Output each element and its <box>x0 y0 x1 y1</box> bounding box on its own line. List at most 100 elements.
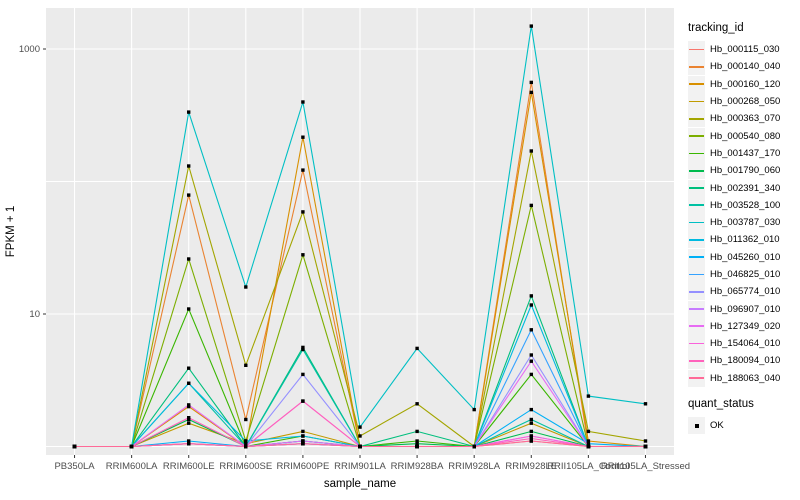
data-point <box>187 366 191 370</box>
data-point <box>301 135 305 139</box>
legend-key-swatch <box>688 110 705 128</box>
legend-line-icon <box>689 48 704 51</box>
legend-key-swatch <box>688 283 705 301</box>
data-point <box>301 345 305 350</box>
data-point <box>187 403 191 407</box>
x-axis-title: sample_name <box>324 478 396 490</box>
data-point <box>529 303 533 307</box>
legend-line-icon <box>689 66 704 68</box>
point-marker-icon <box>694 423 699 428</box>
data-point <box>529 417 533 422</box>
legend-item: Hb_000363_070 <box>688 110 800 128</box>
data-point <box>187 257 191 261</box>
quant-legend-item: OK <box>688 417 800 435</box>
legend-item-label: Hb_001437_170 <box>710 147 781 159</box>
legend-item-label: Hb_000540_080 <box>710 130 781 142</box>
x-tick-label: RRIM600LE <box>163 461 215 472</box>
legend-key-swatch <box>688 127 705 145</box>
data-point <box>187 307 191 311</box>
data-point <box>472 444 476 449</box>
legend-line-icon <box>689 100 704 103</box>
data-point <box>301 442 305 446</box>
legend-key-swatch <box>688 352 705 370</box>
data-point <box>129 444 134 449</box>
legend-item-label: Hb_003528_100 <box>710 199 781 211</box>
legend-key-swatch <box>688 58 705 76</box>
legend-item-label: Hb_000268_050 <box>710 96 781 108</box>
data-point <box>72 444 77 449</box>
data-point <box>358 425 362 429</box>
data-point <box>529 407 533 412</box>
legend-line-icon <box>689 169 704 172</box>
legend-line-icon <box>689 290 704 293</box>
y-tick-label: 10 <box>29 309 40 320</box>
data-point <box>415 429 419 434</box>
legend-item-label: Hb_000140_040 <box>710 61 781 73</box>
legend-key-swatch <box>688 144 705 162</box>
data-point <box>187 164 191 168</box>
legend-line-icon <box>689 187 704 189</box>
data-point <box>529 24 533 28</box>
x-tick-label: RRIM600PE <box>277 461 330 472</box>
legend-key-swatch <box>688 248 705 266</box>
legend-line-icon <box>689 204 704 207</box>
legend-item-label: Hb_065774_010 <box>710 286 781 298</box>
x-tick-label: RRIM600LA <box>106 461 158 472</box>
legend-key-swatch <box>688 266 705 283</box>
x-tick-label: RRIM928BA <box>391 461 444 472</box>
legend-item-label: Hb_154064_010 <box>710 338 781 350</box>
data-point <box>301 372 305 377</box>
legend-line-icon <box>689 117 704 120</box>
legend-key-swatch <box>688 41 705 59</box>
data-point <box>244 442 248 446</box>
legend-key-swatch <box>688 369 705 387</box>
legend-item: Hb_045260_010 <box>688 248 800 266</box>
y-tick-label: 1000 <box>19 44 40 55</box>
y-axis-title: FPKM + 1 <box>5 206 17 257</box>
legend-key-swatch <box>688 214 705 232</box>
data-point <box>529 149 533 153</box>
data-point <box>586 429 591 434</box>
legend-line-icon <box>689 308 704 310</box>
data-point <box>529 436 533 441</box>
data-point <box>529 359 533 363</box>
data-point <box>358 444 362 449</box>
legend-item: Hb_154064_010 <box>688 335 800 353</box>
data-point <box>301 347 305 352</box>
data-point <box>301 439 305 443</box>
legend-title-tracking-id: tracking_id <box>688 22 744 34</box>
data-point <box>415 402 419 406</box>
data-point <box>415 439 419 443</box>
data-point <box>529 90 533 95</box>
legend-item-label: Hb_096907_010 <box>710 303 781 315</box>
data-point <box>244 285 248 289</box>
data-point <box>529 328 533 332</box>
legend-item-label: Hb_127349_020 <box>710 320 781 332</box>
legend-key-swatch <box>688 417 705 435</box>
legend-line-icon <box>689 135 704 137</box>
data-point <box>586 394 591 398</box>
legend-title-quant-status: quant_status <box>688 397 754 410</box>
legend-item: Hb_000540_080 <box>688 127 800 145</box>
legend-item-label: Hb_045260_010 <box>710 251 781 263</box>
legend-key-swatch <box>688 317 705 335</box>
x-tick-label: RRIM901LA <box>334 461 386 472</box>
legend-item: Hb_096907_010 <box>688 300 800 318</box>
legend-key-swatch <box>688 300 705 318</box>
legend-line-icon <box>689 256 704 258</box>
data-point <box>529 429 533 434</box>
data-point <box>244 439 248 443</box>
legend-item-label: Hb_000363_070 <box>710 113 781 125</box>
legend-item-label: Hb_180094_010 <box>710 355 781 367</box>
data-point <box>643 439 648 443</box>
legend-item-label: Hb_046825_010 <box>710 269 781 280</box>
legend-item: Hb_188063_040 <box>688 369 800 387</box>
data-point <box>586 444 591 449</box>
data-point <box>244 363 248 367</box>
data-point <box>529 80 533 85</box>
legend-item: Hb_046825_010 <box>688 266 800 283</box>
legend-item: Hb_003787_030 <box>688 214 800 232</box>
legend-item-label: Hb_011362_010 <box>710 234 780 246</box>
data-point <box>586 439 591 443</box>
